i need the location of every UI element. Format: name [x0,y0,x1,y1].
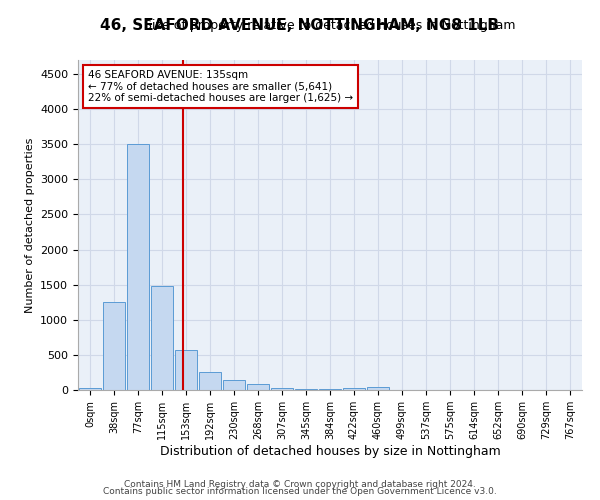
Bar [271,388,293,390]
Bar [103,302,125,390]
Bar [295,388,317,390]
Y-axis label: Number of detached properties: Number of detached properties [25,138,35,312]
Bar [199,372,221,390]
Bar [175,350,197,390]
Bar [151,286,173,390]
Text: 46, SEAFORD AVENUE, NOTTINGHAM, NG8 1LB: 46, SEAFORD AVENUE, NOTTINGHAM, NG8 1LB [101,18,499,32]
Bar [247,384,269,390]
Bar [319,388,341,390]
Title: Size of property relative to detached houses in Nottingham: Size of property relative to detached ho… [144,20,516,32]
Bar [127,144,149,390]
Bar [343,388,365,390]
Bar [79,388,101,390]
Text: 46 SEAFORD AVENUE: 135sqm
← 77% of detached houses are smaller (5,641)
22% of se: 46 SEAFORD AVENUE: 135sqm ← 77% of detac… [88,70,353,103]
Text: Contains public sector information licensed under the Open Government Licence v3: Contains public sector information licen… [103,488,497,496]
Bar [223,380,245,390]
Text: Contains HM Land Registry data © Crown copyright and database right 2024.: Contains HM Land Registry data © Crown c… [124,480,476,489]
Bar [367,387,389,390]
X-axis label: Distribution of detached houses by size in Nottingham: Distribution of detached houses by size … [160,445,500,458]
